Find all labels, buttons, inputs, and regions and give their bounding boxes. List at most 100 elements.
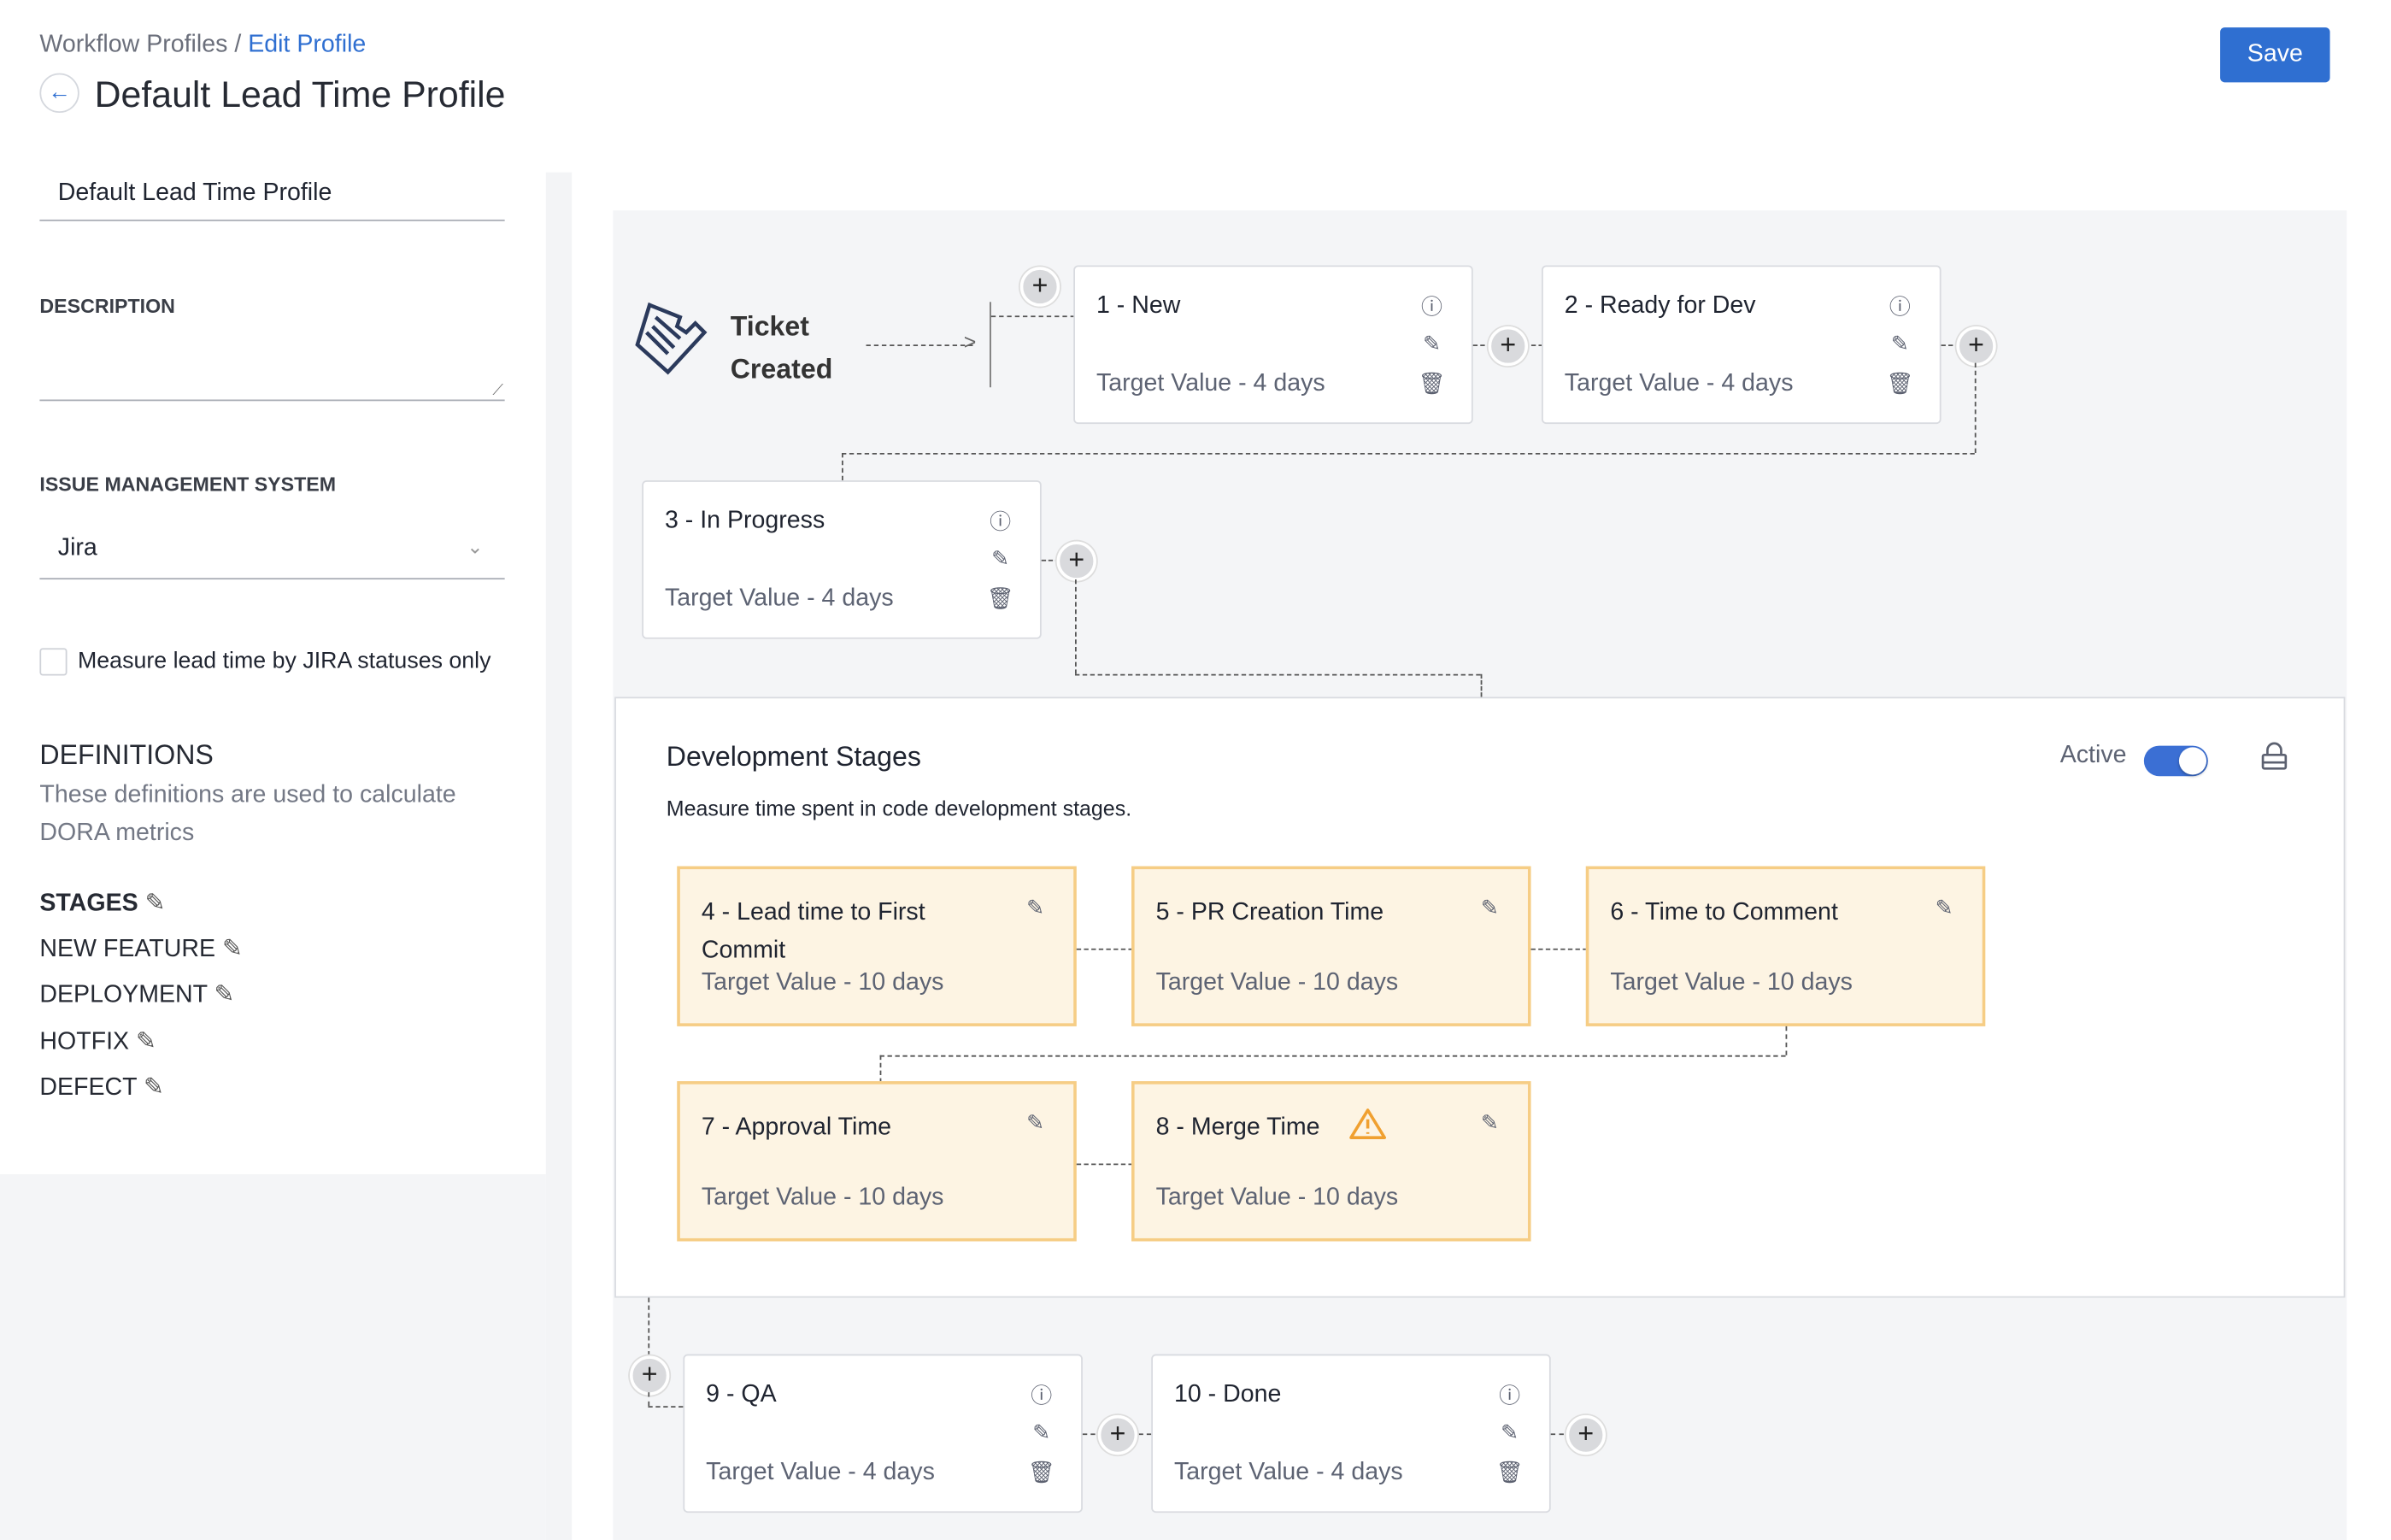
add-stage-button[interactable]: + (1097, 1414, 1138, 1455)
page-title: Default Lead Time Profile (94, 74, 506, 116)
dev-stage-card-pr-creation[interactable]: 5 - PR Creation Time Target Value - 10 d… (1131, 866, 1531, 1026)
trash-icon[interactable]: 🗑 (986, 585, 1014, 610)
add-stage-button[interactable]: + (1956, 326, 1996, 367)
active-label: Active (2059, 743, 2127, 769)
edit-icon[interactable]: ✎ (1935, 895, 1953, 920)
stage-name: 10 - Done (1173, 1381, 1282, 1408)
edit-icon[interactable]: ✎ (1026, 1110, 1045, 1135)
profile-name-input[interactable]: Default Lead Time Profile (39, 180, 505, 221)
stage-target: Target Value - 10 days (701, 1184, 944, 1211)
sidebar-background (0, 1173, 546, 1540)
stage-target: Target Value - 10 days (701, 969, 944, 996)
lock-icon[interactable] (2259, 741, 2288, 772)
connector (648, 1297, 650, 1356)
active-toggle[interactable] (2143, 745, 2208, 777)
trash-icon[interactable]: 🗑 (1886, 370, 1914, 396)
edit-icon[interactable]: ✎ (136, 1029, 156, 1055)
info-icon[interactable]: ⓘ (1031, 1383, 1053, 1408)
stage-target: Target Value - 4 days (664, 585, 894, 612)
trash-icon[interactable]: 🗑 (1418, 370, 1446, 396)
info-icon[interactable]: ⓘ (1499, 1383, 1521, 1408)
stage-name: 1 - New (1096, 292, 1181, 319)
definition-stages[interactable]: STAGES ✎ (39, 890, 166, 917)
dev-stage-card-time-to-comment[interactable]: 6 - Time to Comment Target Value - 10 da… (1585, 866, 1986, 1026)
edit-icon[interactable]: ✎ (222, 936, 243, 962)
edit-icon[interactable]: ✎ (1423, 331, 1442, 356)
stage-name: 5 - PR Creation Time (1155, 899, 1384, 926)
stage-name: 7 - Approval Time (701, 1114, 891, 1141)
stage-card-done[interactable]: 10 - Done Target Value - 4 days ⓘ ✎ 🗑 (1151, 1354, 1551, 1514)
connector (1076, 1163, 1133, 1166)
edit-icon[interactable]: ✎ (144, 1075, 164, 1102)
edit-icon[interactable]: ✎ (144, 890, 166, 917)
connector (1974, 362, 1977, 453)
connector (1480, 673, 1483, 697)
add-stage-button[interactable]: + (1566, 1414, 1606, 1455)
ims-label: ISSUE MANAGEMENT SYSTEM (39, 473, 337, 496)
definition-new-feature[interactable]: NEW FEATURE ✎ (39, 936, 243, 962)
connector (648, 1392, 650, 1407)
edit-icon[interactable]: ✎ (1480, 895, 1499, 920)
trash-icon[interactable]: 🗑 (1495, 1459, 1524, 1484)
add-stage-button[interactable]: + (1056, 541, 1096, 581)
edit-icon[interactable]: ✎ (1501, 1420, 1519, 1444)
dev-stages-title: Development Stages (666, 741, 921, 772)
stage-target: Target Value - 4 days (1096, 370, 1325, 397)
stage-target: Target Value - 10 days (1610, 969, 1853, 996)
divider (545, 172, 573, 1540)
stage-target: Target Value - 4 days (706, 1459, 935, 1486)
trash-icon[interactable]: 🗑 (1027, 1459, 1055, 1484)
breadcrumb-current[interactable]: Edit Profile (248, 32, 367, 58)
dev-stage-card-merge[interactable]: 8 - Merge Time Target Value - 10 days ✎ (1131, 1081, 1531, 1242)
stage-card-in-progress[interactable]: 3 - In Progress Target Value - 4 days ⓘ … (642, 480, 1042, 639)
stage-card-ready-for-dev[interactable]: 2 - Ready for Dev Target Value - 4 days … (1542, 265, 1942, 425)
definition-hotfix[interactable]: HOTFIX ✎ (39, 1029, 156, 1055)
ims-select[interactable]: Jira ⌄ (39, 535, 505, 580)
arrow-right-icon: > (963, 329, 977, 354)
edit-icon[interactable]: ✎ (1890, 331, 1909, 356)
connector (1075, 579, 1077, 674)
add-stage-button[interactable]: + (629, 1355, 670, 1396)
stage-target: Target Value - 10 days (1155, 969, 1399, 996)
dev-stage-card-first-commit[interactable]: 4 - Lead time to First Commit Target Val… (677, 866, 1077, 1026)
jira-statuses-checkbox[interactable] (39, 648, 68, 676)
connector (1076, 948, 1133, 950)
stage-name: 8 - Merge Time (1155, 1114, 1320, 1141)
definition-deployment[interactable]: DEPLOYMENT ✎ (39, 982, 235, 1008)
stage-name: 4 - Lead time to First Commit (701, 899, 925, 964)
connector (841, 452, 1975, 455)
resize-handle-icon[interactable]: ⟋ (492, 382, 503, 400)
edit-icon[interactable]: ✎ (1032, 1420, 1051, 1444)
back-arrow-icon[interactable]: ← (39, 73, 79, 114)
edit-icon[interactable]: ✎ (214, 982, 235, 1008)
stage-target: Target Value - 4 days (1173, 1459, 1403, 1486)
connector (1041, 559, 1060, 561)
save-button[interactable]: Save (2220, 27, 2330, 83)
stage-name: 2 - Ready for Dev (1564, 292, 1756, 319)
connector (1785, 1026, 1788, 1055)
info-icon[interactable]: ⓘ (1421, 294, 1443, 319)
warning-icon (1349, 1108, 1387, 1139)
definition-defect[interactable]: DEFECT ✎ (39, 1075, 164, 1102)
checkbox-label: Measure lead time by JIRA statuses only (78, 648, 491, 674)
stage-name: 9 - QA (706, 1381, 777, 1408)
stage-name: 6 - Time to Comment (1610, 899, 1838, 926)
connector (841, 452, 843, 481)
connector (879, 1055, 882, 1083)
stage-card-new[interactable]: 1 - New Target Value - 4 days ⓘ ✎ 🗑 (1073, 265, 1473, 425)
ticket-icon (635, 302, 708, 375)
dev-stage-card-approval[interactable]: 7 - Approval Time Target Value - 10 days… (677, 1081, 1077, 1242)
breadcrumb-separator: / (234, 32, 242, 58)
description-label: DESCRIPTION (39, 294, 175, 318)
edit-icon[interactable]: ✎ (1480, 1110, 1499, 1135)
add-stage-button[interactable]: + (1488, 326, 1528, 367)
edit-icon[interactable]: ✎ (1026, 895, 1045, 920)
edit-icon[interactable]: ✎ (991, 545, 1010, 571)
add-stage-button[interactable]: + (1019, 267, 1060, 307)
connector (1075, 673, 1481, 676)
info-icon[interactable]: ⓘ (1889, 294, 1911, 319)
description-textarea[interactable]: ⟋ (39, 343, 505, 402)
breadcrumb-parent[interactable]: Workflow Profiles (39, 32, 228, 58)
stage-card-qa[interactable]: 9 - QA Target Value - 4 days ⓘ ✎ 🗑 (683, 1354, 1083, 1514)
info-icon[interactable]: ⓘ (990, 508, 1012, 534)
